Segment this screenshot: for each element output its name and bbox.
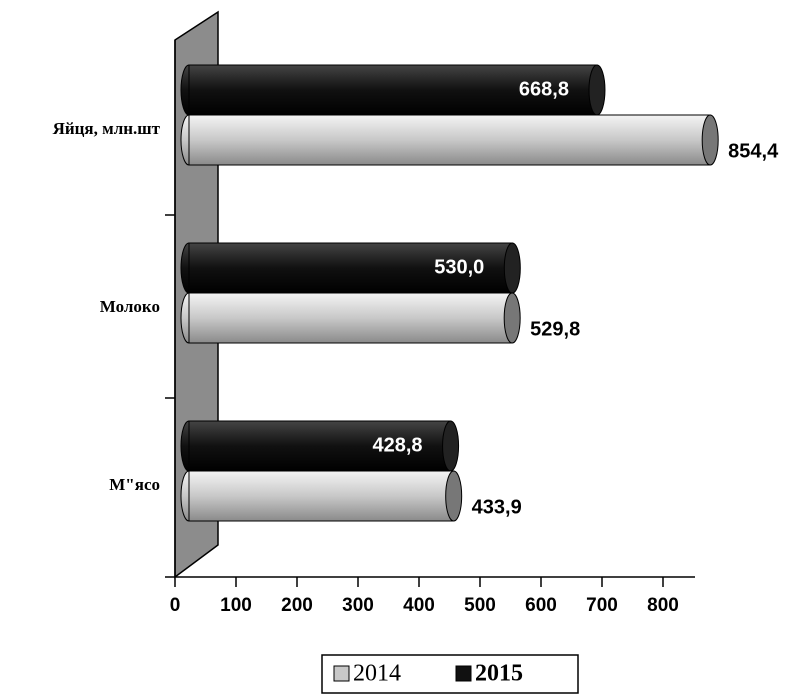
x-tick-label: 700: [586, 595, 618, 616]
legend-swatch: [333, 665, 350, 682]
bar: [188, 242, 513, 294]
x-tick-label: 100: [220, 595, 252, 616]
bar: [188, 420, 452, 472]
x-tick-label: 800: [647, 595, 679, 616]
x-tick-label: 200: [281, 595, 313, 616]
bar: [188, 292, 513, 344]
legend: [321, 654, 579, 694]
x-tick-label: 600: [525, 595, 557, 616]
value-label: 428,8: [373, 434, 423, 456]
value-label: 854,4: [728, 140, 779, 162]
x-tick-label: 400: [403, 595, 435, 616]
bar-cap: [503, 242, 521, 294]
x-tick-label: 500: [464, 595, 496, 616]
value-label: 668,8: [519, 78, 569, 100]
bar-cap: [588, 64, 606, 116]
legend-label: 2015: [475, 661, 523, 687]
bar-cap: [701, 114, 719, 166]
legend-swatch: [455, 665, 472, 682]
value-label: 433,9: [472, 496, 522, 518]
category-label: Молоко: [100, 297, 160, 316]
bar-cap: [503, 292, 521, 344]
bar-cap: [442, 420, 460, 472]
category-label: Яйця, млн.шт: [53, 119, 161, 138]
value-label: 529,8: [530, 318, 580, 340]
bar: [188, 64, 598, 116]
category-label: М"ясо: [109, 475, 160, 494]
x-tick-label: 0: [170, 595, 181, 616]
bar: [188, 470, 455, 522]
bar: [188, 114, 711, 166]
legend-label: 2014: [353, 661, 401, 687]
value-label: 530,0: [434, 256, 484, 278]
x-tick-label: 300: [342, 595, 374, 616]
bar-cap: [445, 470, 463, 522]
